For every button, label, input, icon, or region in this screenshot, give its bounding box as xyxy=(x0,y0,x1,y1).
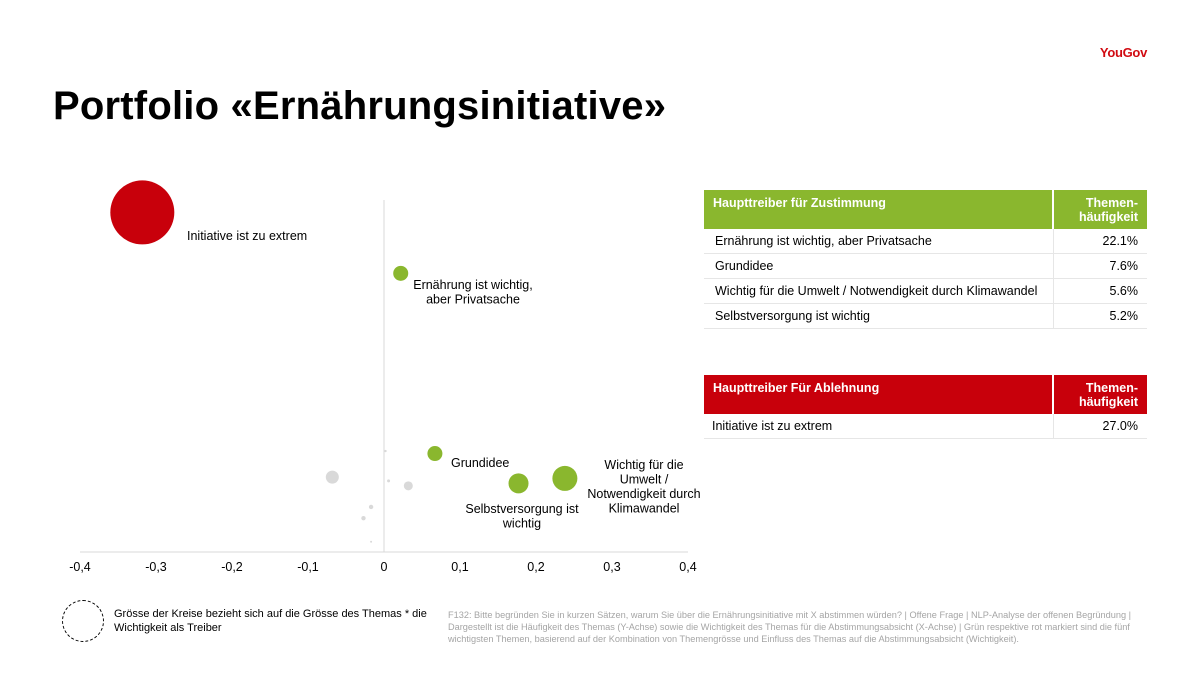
bubble-label: Grundidee xyxy=(451,456,509,470)
bubble-label: Selbstversorgung ist wichtig xyxy=(465,502,579,531)
rejection-driver-row-value: 27.0% xyxy=(1052,414,1147,439)
approval-driver-row: Grundidee 7.6% xyxy=(704,253,1147,279)
drivers-approval-table: Haupttreiber für Zustimmung Themen- häuf… xyxy=(704,190,1147,329)
bubble-1 xyxy=(110,180,175,245)
drivers-approval-rows: Ernährung ist wichtig, aber Privatsache 2… xyxy=(704,229,1147,329)
approval-driver-row-value: 5.6% xyxy=(1052,278,1147,304)
x-tick-label: 0,1 xyxy=(451,560,468,574)
approval-driver-row-value: 22.1% xyxy=(1052,229,1147,254)
theme-frequency-header: Themen- häufigkeit xyxy=(1052,375,1147,414)
footnote: F132: Bitte begründen Sie in kurzen Sätz… xyxy=(448,610,1131,645)
approval-driver-row-label: Ernährung ist wichtig, aber Privatsache xyxy=(704,229,1053,254)
portfolio-bubble-chart: -0,4 -0,3 -0,2 -0,1 0 0,1 0,2 0,3 0,4 Initiative … xyxy=(69,180,700,574)
x-tick-label: -0,4 xyxy=(69,560,91,574)
drivers-rejection-table: Haupttreiber Für Ablehnung Themen- häufi… xyxy=(704,375,1147,439)
bubble-minor xyxy=(403,481,413,491)
approval-driver-row: Wichtig für die Umwelt / Notwendigkeit d… xyxy=(704,278,1147,304)
approval-driver-row-label: Selbstversorgung ist wichtig xyxy=(704,303,1053,329)
approval-driver-row: Selbstversorgung ist wichtig 5.2% xyxy=(704,303,1147,329)
rejection-driver-row-label: Initiative ist zu extrem xyxy=(704,414,1053,439)
drivers-rejection-header: Haupttreiber Für Ablehnung xyxy=(704,375,1053,414)
bubble-size-legend-icon xyxy=(62,600,104,642)
bubble-label: Ernährung ist wichtig, aber Privatsache xyxy=(413,278,533,307)
x-tick-label: 0,2 xyxy=(527,560,544,574)
approval-driver-row-label: Wichtig für die Umwelt / Notwendigkeit d… xyxy=(704,278,1053,304)
theme-frequency-header: Themen- häufigkeit xyxy=(1052,190,1147,229)
bubble-5 xyxy=(552,465,578,491)
approval-driver-row-value: 5.2% xyxy=(1052,303,1147,329)
approval-driver-row: Ernährung ist wichtig, aber Privatsache 2… xyxy=(704,229,1147,254)
approval-driver-row-value: 7.6% xyxy=(1052,253,1147,279)
bubble-minor xyxy=(361,515,366,521)
page-title: Portfolio «Ernährungsinitiative» xyxy=(53,84,667,128)
drivers-approval-header: Haupttreiber für Zustimmung xyxy=(704,190,1053,229)
approval-driver-row-label: Grundidee xyxy=(704,253,1053,279)
bubble-minor xyxy=(368,504,374,510)
bubble-size-legend-text: Grösse der Kreise bezieht sich auf die G… xyxy=(114,608,427,634)
x-tick-label: 0 xyxy=(381,560,388,574)
bubble-minor xyxy=(387,479,391,483)
bubble-2 xyxy=(393,265,409,281)
x-tick-label: -0,2 xyxy=(221,560,243,574)
bubble-4 xyxy=(508,473,529,494)
bubble-minor xyxy=(370,540,373,543)
bubble-label: Wichtig für die Umwelt / Notwendigkeit dur… xyxy=(587,458,700,516)
x-tick-label: -0,1 xyxy=(297,560,319,574)
bubble-minor xyxy=(325,470,339,484)
yougov-logo: YouGov xyxy=(1099,45,1147,60)
x-tick-label: -0,3 xyxy=(145,560,167,574)
bubble-label: Initiative ist zu extrem xyxy=(187,229,307,243)
x-tick-label: 0,4 xyxy=(679,560,696,574)
rejection-driver-row: Initiative ist zu extrem 27.0% xyxy=(704,414,1147,439)
drivers-rejection-rows: Initiative ist zu extrem 27.0% xyxy=(704,414,1147,439)
bubble-minor xyxy=(384,449,387,453)
x-tick-label: 0,3 xyxy=(603,560,620,574)
bubble-3 xyxy=(427,446,443,462)
